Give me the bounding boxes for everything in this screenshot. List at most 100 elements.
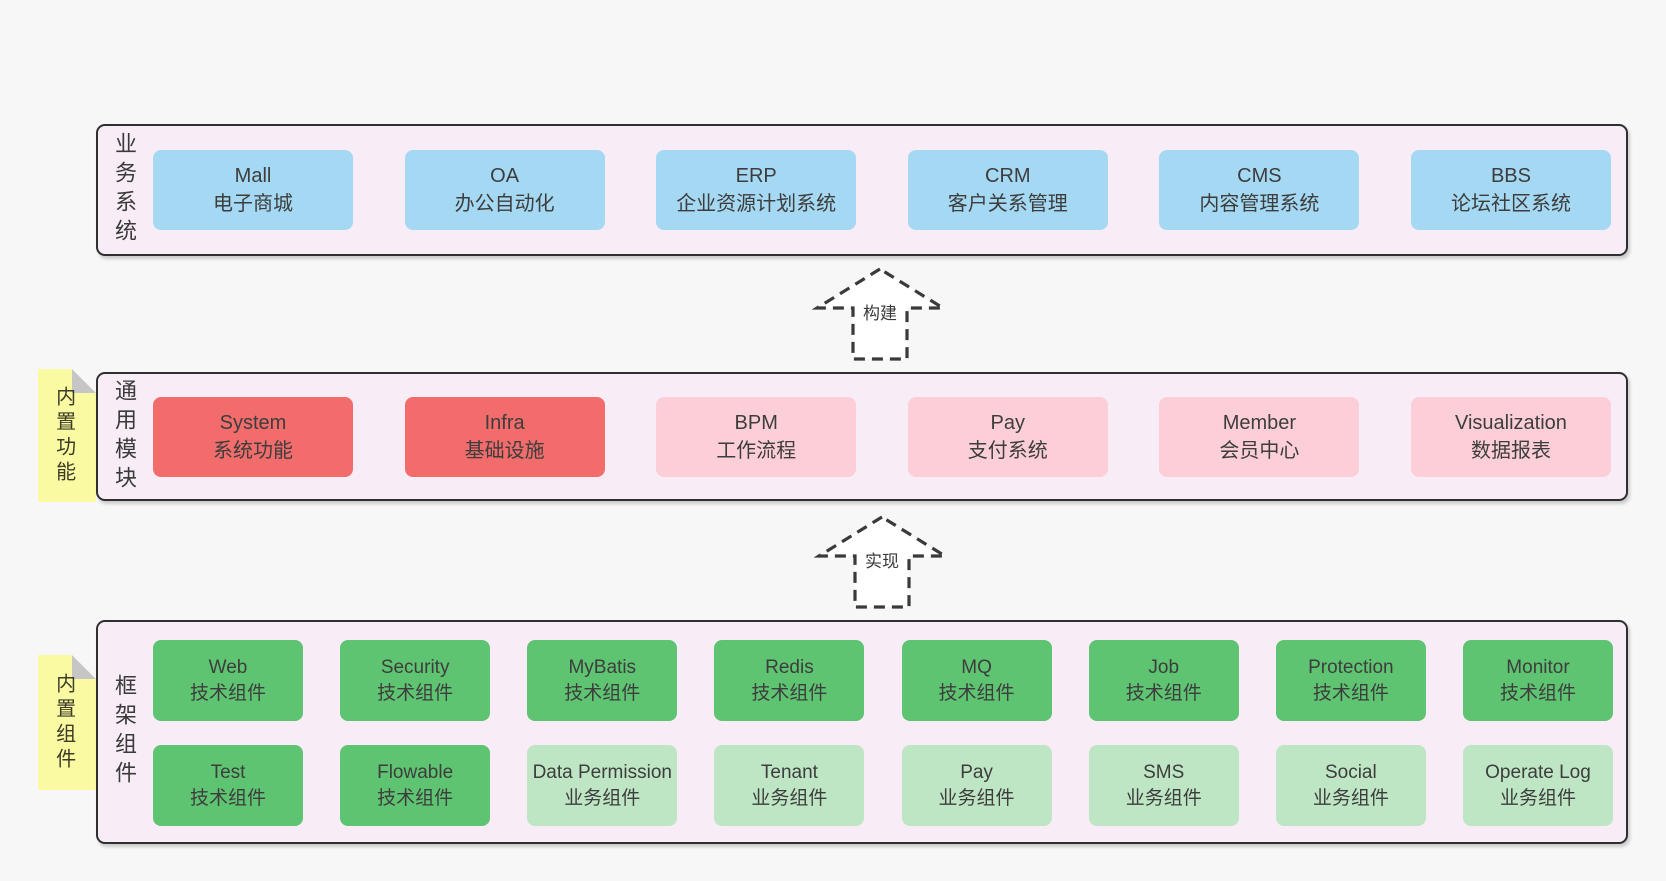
box-title: MQ: [961, 656, 992, 678]
layer-builtin-modules: 通用模块 System 系统功能 Infra 基础设施 BPM 工作流程 Pay 支付系统 Me…: [96, 372, 1628, 501]
box-title: ERP: [735, 165, 777, 187]
arrow-label: 构建: [859, 298, 901, 325]
module-box-oa: OA 办公自动化: [404, 150, 605, 230]
module-box-flowable: Flowable 技术组件: [340, 745, 491, 826]
box-subtitle: 技术组件: [1125, 682, 1202, 704]
sticky-note-builtin-components: 内置组件: [38, 655, 96, 790]
module-box-social: Social 业务组件: [1275, 745, 1426, 826]
module-box-pay: Pay 业务组件: [901, 745, 1052, 826]
box-title: BPM: [734, 411, 778, 434]
components-row-2: Test 技术组件 Flowable 技术组件 Data Permission 业务组件 T…: [153, 745, 1613, 826]
box-title: Monitor: [1506, 656, 1570, 678]
box-title: Data Permission: [532, 761, 672, 783]
arrow-build-up: 构建: [812, 266, 948, 362]
box-subtitle: 技术组件: [1312, 682, 1389, 704]
box-subtitle: 业务组件: [1312, 787, 1389, 809]
box-title: System: [219, 411, 287, 434]
module-box-mall: Mall 电子商城: [153, 150, 353, 230]
module-box-infra: Infra 基础设施: [404, 396, 605, 477]
box-subtitle: 业务组件: [751, 787, 828, 809]
box-subtitle: 客户关系管理: [947, 193, 1068, 215]
box-title: Infra: [484, 411, 525, 434]
box-title: Member: [1222, 411, 1297, 434]
box-subtitle: 办公自动化: [454, 193, 555, 215]
box-title: Security: [380, 656, 450, 678]
box-title: Visualization: [1455, 411, 1567, 434]
arrow-implement-up: 实现: [814, 514, 950, 610]
box-title: SMS: [1143, 761, 1185, 783]
module-box-sms: SMS 业务组件: [1088, 745, 1239, 826]
module-box-member: Member 会员中心: [1159, 396, 1360, 477]
sticky-note-label: 内置组件: [52, 672, 75, 773]
module-box-web: Web 技术组件: [153, 640, 303, 721]
builtin-modules-box-row: System 系统功能 Infra 基础设施 BPM 工作流程 Pay 支付系统 Member 会…: [153, 374, 1611, 499]
module-box-mybatis: MyBatis 技术组件: [527, 640, 678, 721]
box-title: Social: [1324, 761, 1377, 783]
box-subtitle: 工作流程: [716, 439, 797, 462]
module-box-monitor: Monitor 技术组件: [1462, 640, 1613, 721]
sticky-note-label: 内置功能: [52, 385, 75, 486]
module-box-job: Job 技术组件: [1088, 640, 1239, 721]
box-title: OA: [490, 165, 520, 187]
layer-side-label: 通用模块: [112, 378, 137, 495]
box-title: Operate Log: [1485, 761, 1591, 783]
module-box-data-permission: Data Permission 业务组件: [527, 745, 678, 826]
box-title: Pay: [990, 411, 1026, 434]
box-subtitle: 技术组件: [751, 682, 828, 704]
layer-side-label: 框架组件: [112, 674, 137, 790]
layer-framework-components: 框架组件 Web 技术组件 Security 技术组件 MyBatis 技术组件 Redis…: [96, 620, 1628, 844]
module-box-bpm: BPM 工作流程: [656, 396, 857, 477]
box-title: Protection: [1308, 656, 1394, 678]
module-box-protection: Protection 技术组件: [1275, 640, 1426, 721]
box-subtitle: 技术组件: [189, 787, 266, 809]
box-title: Mall: [234, 165, 272, 187]
module-box-visualization: Visualization 数据报表: [1410, 396, 1611, 477]
box-title: CMS: [1237, 165, 1282, 187]
box-subtitle: 论坛社区系统: [1450, 193, 1571, 215]
layer-business-systems: 业务系统 Mall 电子商城 OA 办公自动化 ERP 企业资源计划系统 CRM 客户关系管理…: [96, 124, 1628, 256]
box-subtitle: 电子商城: [213, 193, 293, 215]
box-subtitle: 系统功能: [213, 439, 293, 462]
box-title: Web: [208, 656, 248, 678]
layer-side-label: 业务系统: [112, 132, 137, 248]
module-box-test: Test 技术组件: [153, 745, 303, 826]
box-title: Pay: [960, 761, 993, 783]
framework-components-grid: Web 技术组件 Security 技术组件 MyBatis 技术组件 Redis 技术组件 M…: [153, 640, 1613, 826]
module-box-crm: CRM 客户关系管理: [907, 150, 1108, 230]
box-subtitle: 基础设施: [464, 439, 545, 462]
box-title: Job: [1148, 656, 1180, 678]
module-box-erp: ERP 企业资源计划系统: [656, 150, 857, 230]
box-subtitle: 技术组件: [377, 682, 454, 704]
box-subtitle: 业务组件: [564, 787, 641, 809]
box-title: Flowable: [377, 761, 454, 783]
module-box-security: Security 技术组件: [340, 640, 491, 721]
module-box-tenant: Tenant 业务组件: [714, 745, 865, 826]
box-subtitle: 数据报表: [1470, 439, 1551, 462]
box-subtitle: 业务组件: [1499, 787, 1576, 809]
box-subtitle: 技术组件: [377, 787, 454, 809]
module-box-bbs: BBS 论坛社区系统: [1410, 150, 1611, 230]
arrow-label: 实现: [861, 546, 903, 573]
box-subtitle: 技术组件: [189, 682, 266, 704]
box-title: Test: [210, 761, 246, 783]
box-subtitle: 技术组件: [938, 682, 1015, 704]
sticky-note-builtin-features: 内置功能: [38, 369, 96, 502]
box-title: BBS: [1490, 165, 1531, 187]
box-title: Redis: [765, 656, 814, 678]
box-subtitle: 内容管理系统: [1199, 193, 1320, 215]
box-title: CRM: [985, 165, 1031, 187]
module-box-cms: CMS 内容管理系统: [1159, 150, 1360, 230]
module-box-pay: Pay 支付系统: [907, 396, 1108, 477]
box-subtitle: 技术组件: [1499, 682, 1576, 704]
box-subtitle: 技术组件: [564, 682, 641, 704]
module-box-mq: MQ 技术组件: [901, 640, 1052, 721]
module-box-operate-log: Operate Log 业务组件: [1462, 745, 1613, 826]
box-subtitle: 企业资源计划系统: [676, 193, 837, 215]
components-row-1: Web 技术组件 Security 技术组件 MyBatis 技术组件 Redis 技术组件 M…: [153, 640, 1613, 721]
business-systems-box-row: Mall 电子商城 OA 办公自动化 ERP 企业资源计划系统 CRM 客户关系管理 CMS 内容…: [153, 126, 1611, 254]
box-title: Tenant: [760, 761, 818, 783]
box-subtitle: 支付系统: [967, 439, 1048, 462]
box-title: MyBatis: [568, 656, 637, 678]
box-subtitle: 业务组件: [938, 787, 1015, 809]
module-box-system: System 系统功能: [153, 396, 353, 477]
